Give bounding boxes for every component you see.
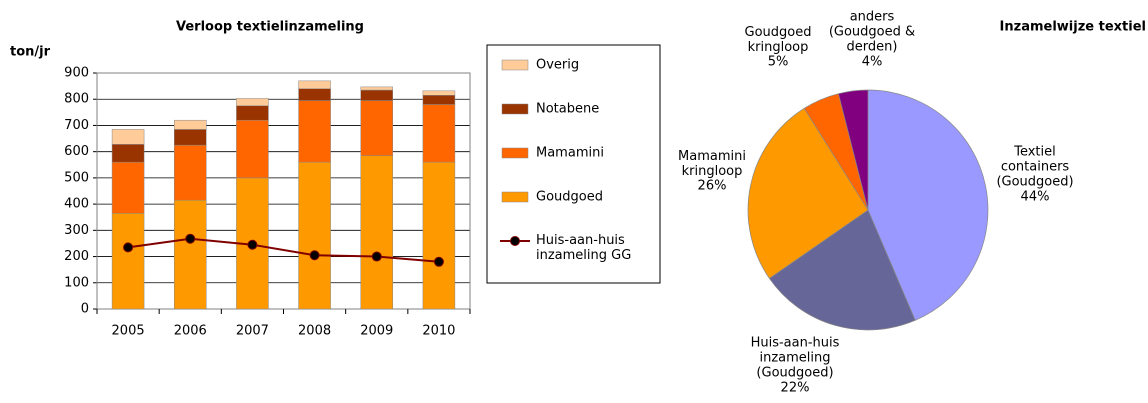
pie-slice — [867, 89, 989, 321]
y-tick-label: 200 — [64, 249, 89, 264]
bar-segment — [174, 129, 207, 146]
y-tick-label: 0 — [81, 302, 89, 317]
bar-segment — [360, 89, 393, 101]
bar-segment — [111, 213, 145, 310]
bar-segment — [422, 90, 456, 96]
bar-segment — [111, 161, 145, 214]
y-axis-label: ton/jr — [10, 45, 51, 60]
y-tick-label: 600 — [64, 144, 89, 159]
legend-swatch — [501, 147, 529, 159]
bar-segment — [174, 119, 207, 130]
legend-label: Notabene — [536, 102, 599, 117]
legend-label: Goudgoed — [536, 190, 603, 205]
bar-segment — [422, 104, 456, 163]
pie-value-label: 5% — [767, 54, 789, 70]
x-tick-label: 2006 — [174, 324, 207, 339]
x-tick-label: 2007 — [236, 324, 269, 339]
line-marker — [371, 251, 382, 262]
legend-swatch — [501, 191, 529, 203]
bar-segment — [298, 161, 331, 310]
bar-segment — [111, 129, 145, 145]
bar-segment — [298, 100, 331, 163]
bar-segment — [298, 88, 331, 101]
legend-swatch — [501, 103, 529, 115]
bar-segment — [236, 119, 269, 179]
pie-label: Textiel containers (Goudgoed) — [996, 144, 1074, 190]
pie-value-label: 22% — [780, 380, 810, 395]
bar-segment — [422, 95, 456, 105]
pie-value-label: 26% — [697, 178, 727, 194]
pie-label: Goudgoed kringloop — [744, 25, 812, 55]
pie-label: Mamamini kringloop — [678, 149, 746, 179]
legend-label: Overig — [536, 58, 579, 73]
bar-segment — [174, 199, 207, 310]
bar-segment — [360, 155, 393, 310]
line-marker — [247, 239, 258, 250]
pie-title: Inzamelwijze textiel — [1000, 20, 1146, 35]
pie-label: Huis-aan-huis inzameling (Goudgoed) — [750, 335, 840, 381]
plot-border — [96, 72, 471, 310]
line-marker — [309, 250, 320, 261]
y-tick-label: 700 — [64, 118, 89, 133]
y-tick-label: 400 — [64, 197, 89, 212]
x-tick-label: 2005 — [112, 324, 145, 339]
bar-segment — [360, 100, 393, 156]
legend-box — [486, 44, 661, 284]
x-tick-label: 2009 — [360, 324, 393, 339]
pie-value-label: 4% — [861, 54, 883, 69]
pie-slice — [838, 89, 869, 211]
bar-segment — [422, 161, 456, 310]
bar-segment — [236, 105, 269, 121]
pie-label: anders (Goudgoed & derden) — [828, 9, 916, 55]
line-series — [127, 237, 440, 263]
bar-segment — [111, 144, 145, 163]
x-tick-label: 2008 — [298, 324, 331, 339]
y-tick-label: 500 — [64, 170, 89, 185]
pie-value-label: 44% — [1020, 189, 1050, 204]
legend-swatch — [501, 59, 529, 71]
line-marker — [433, 256, 444, 267]
bar-segment — [298, 80, 331, 89]
x-tick-label: 2010 — [422, 324, 455, 339]
line-marker — [123, 242, 134, 253]
legend-label: Mamamini — [536, 146, 604, 161]
bar-segment — [360, 86, 393, 91]
line-marker — [185, 233, 196, 244]
y-tick-label: 100 — [64, 275, 89, 290]
y-tick-label: 300 — [64, 223, 89, 238]
y-tick-label: 900 — [64, 66, 89, 81]
pie-slice — [768, 209, 916, 331]
bar-segment — [236, 98, 269, 107]
pie-slice — [747, 107, 869, 279]
legend-label: Huis-aan-huis inzameling GG — [536, 233, 632, 263]
bar-title: Verloop textielinzameling — [176, 20, 364, 35]
y-tick-label: 800 — [64, 92, 89, 107]
legend-marker — [510, 236, 520, 246]
bar-segment — [174, 144, 207, 201]
